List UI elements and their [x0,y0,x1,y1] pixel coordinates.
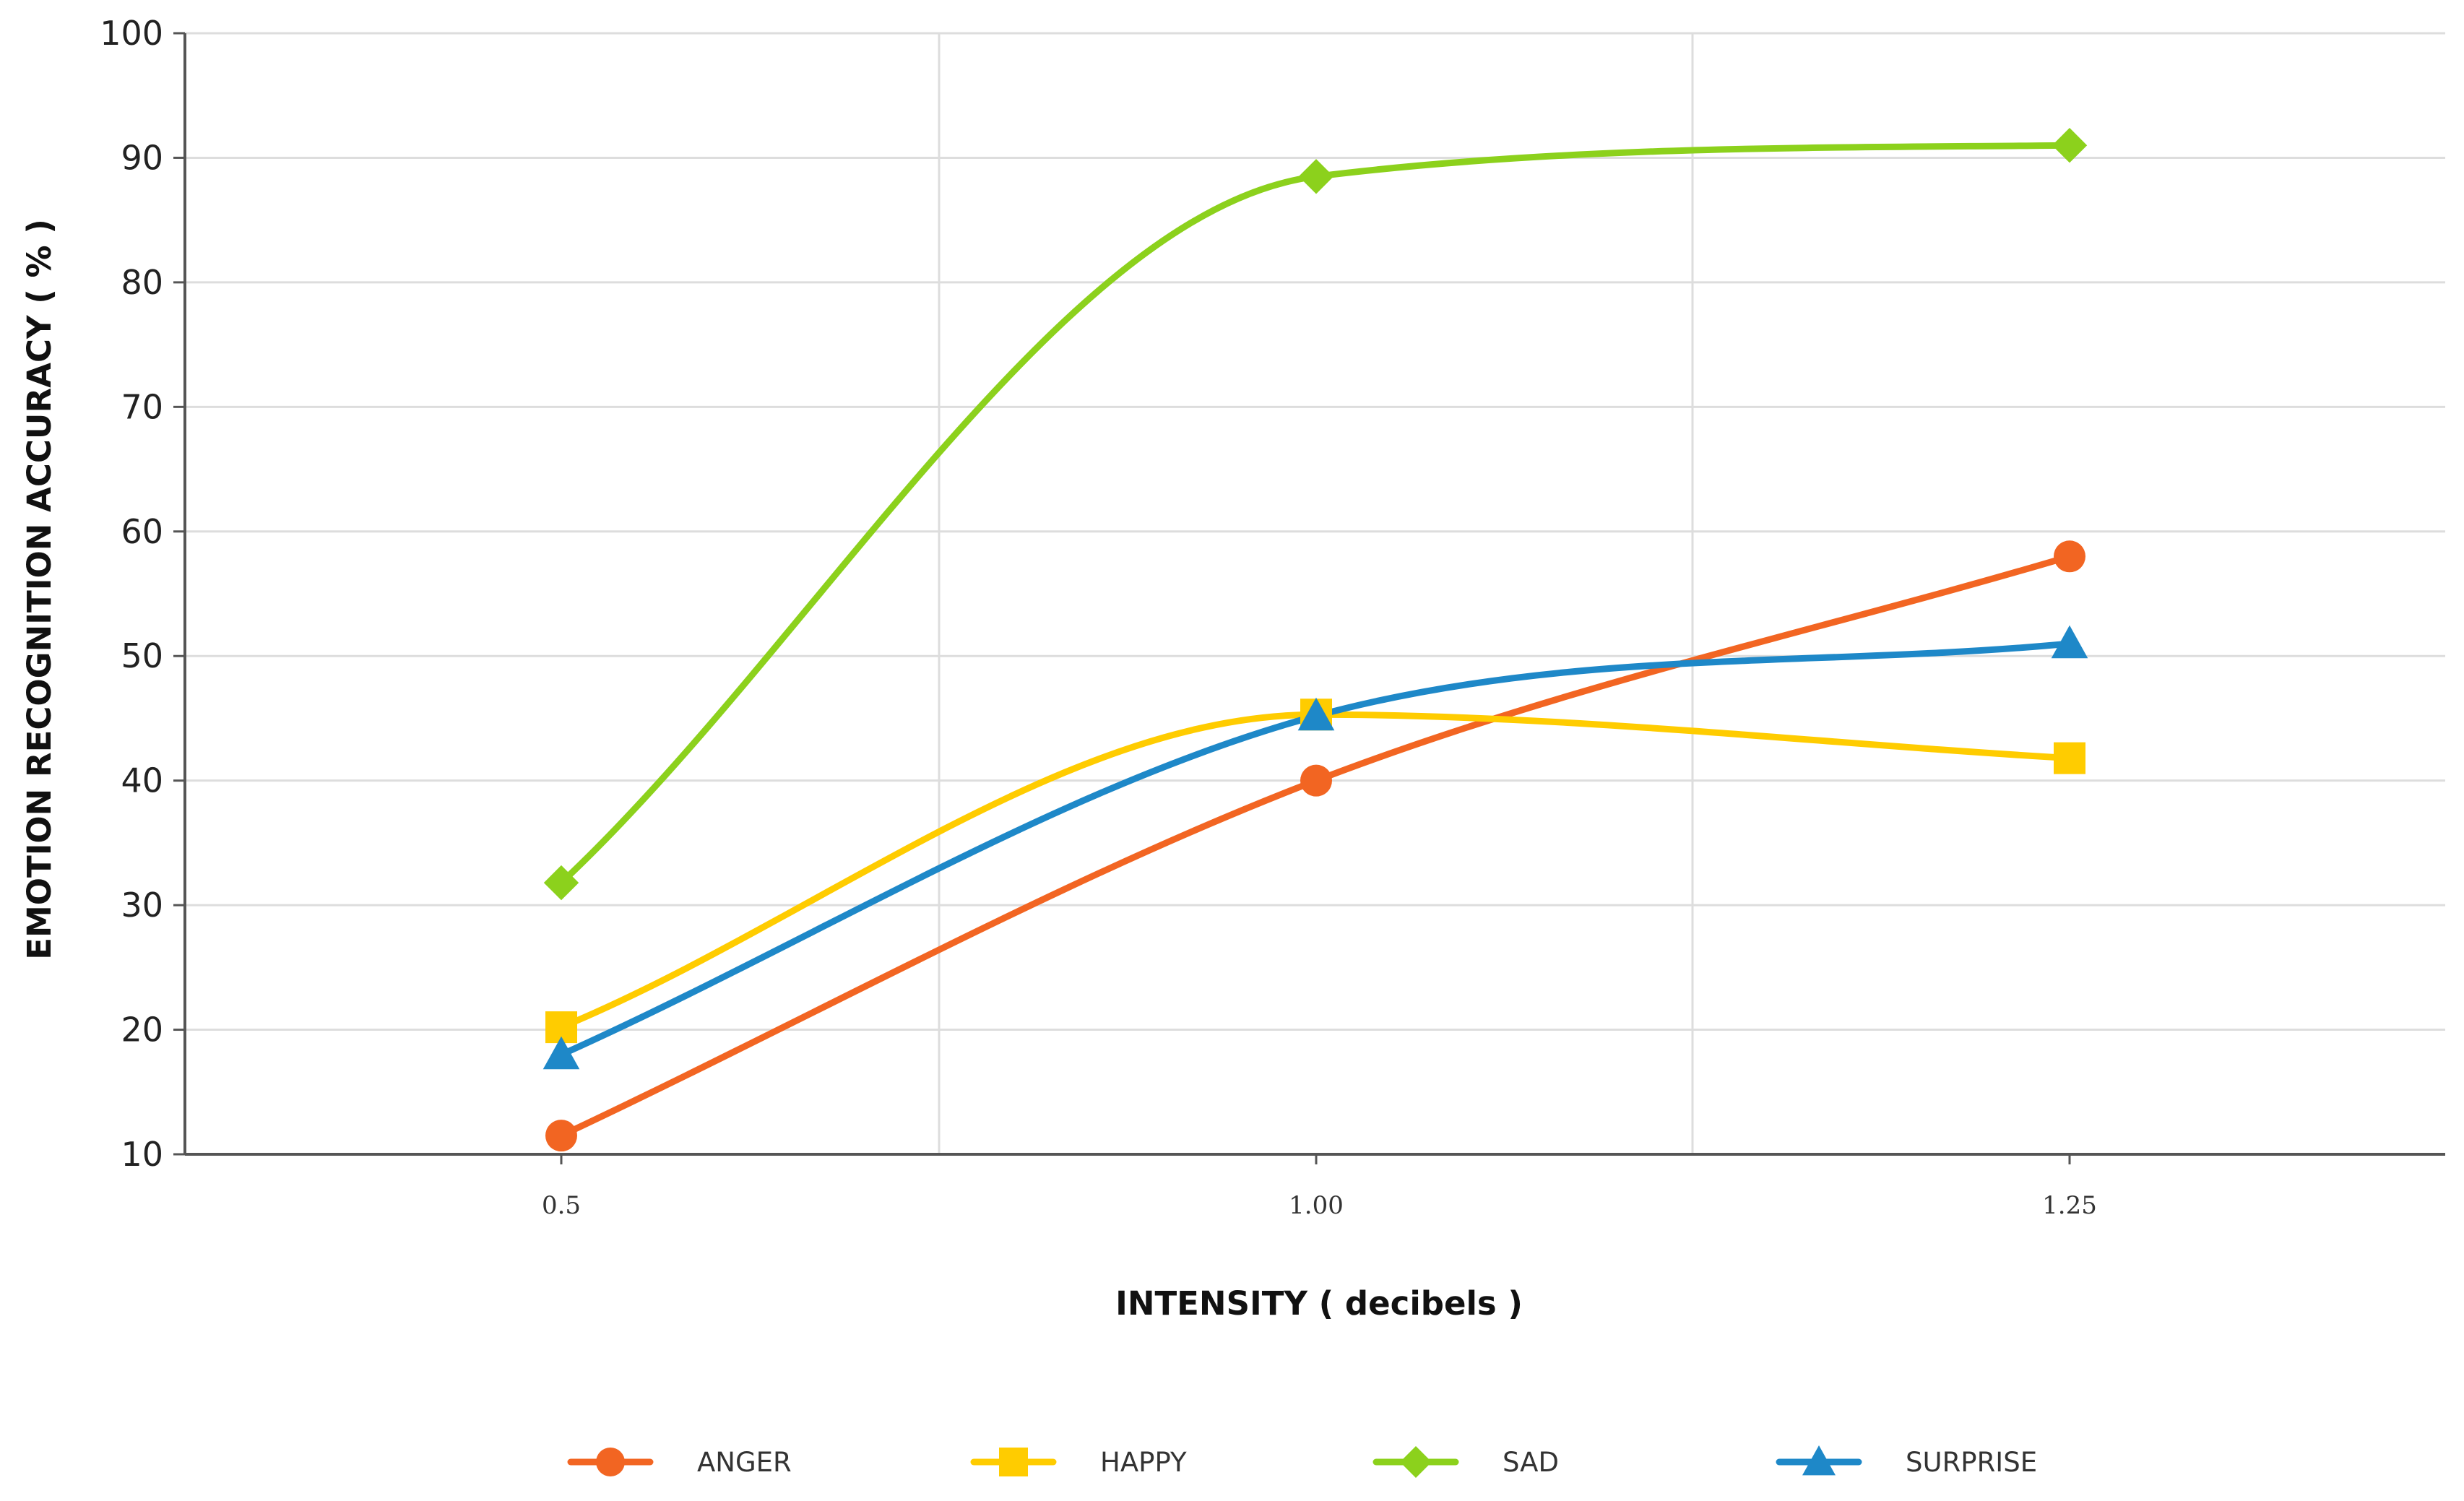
y-tick-label: 30 [121,886,163,925]
x-tick-label: 1.25 [2042,1191,2097,1220]
y-tick-label: 60 [121,512,163,551]
surprise-data-point [2051,625,2088,659]
surprise-data-point [542,1036,580,1070]
anger-data-point [1300,764,1332,797]
y-tick-label: 10 [121,1135,163,1174]
legend-happy-marker [999,1448,1028,1476]
surprise-data-point [1297,697,1335,731]
x-axis-title: INTENSITY ( decibels ) [1115,1284,1523,1323]
sad-data-point [1298,159,1334,194]
legend-anger-marker [596,1448,625,1476]
y-axis-title: EMOTION RECOGNITION ACCURACY ( % ) [20,219,59,960]
legend-anger-label: ANGER [697,1447,792,1478]
anger-series-line [558,553,2073,1139]
y-tick-label: 80 [121,263,163,302]
anger-data-point [2054,540,2085,573]
sad-data-point [2052,128,2088,163]
y-tick-label: 90 [121,138,163,177]
legend-sad-marker [1400,1446,1432,1478]
y-tick-label: 20 [121,1011,163,1050]
legend-happy-label: HAPPY [1100,1447,1187,1478]
legend-surprise-label: SURPRISE [1906,1447,2037,1478]
sad-data-point [543,865,579,901]
legend-sad-label: SAD [1503,1447,1559,1478]
axes: 10 20 30 40 50 60 70 80 90 100 0.5 1.00 1.25 [100,14,2445,1220]
y-tick-label: 100 [100,14,163,53]
happy-data-point [2054,742,2085,774]
y-tick-label: 40 [121,761,163,800]
anger-data-point [545,1120,577,1152]
x-tick-label: 1.00 [1289,1191,1344,1220]
grid [185,32,2445,1154]
x-tick-label: 0.5 [542,1191,581,1220]
series-lines [558,142,2073,1139]
data-markers [542,128,2088,1152]
y-tick-label: 70 [121,387,163,426]
y-tick-label: 50 [121,636,163,675]
legend-surprise-marker [1802,1445,1836,1476]
legend: ANGER HAPPY SAD SURPRISE [567,1445,2037,1478]
happy-series-line [558,711,2073,1031]
sad-series-line [558,142,2073,886]
